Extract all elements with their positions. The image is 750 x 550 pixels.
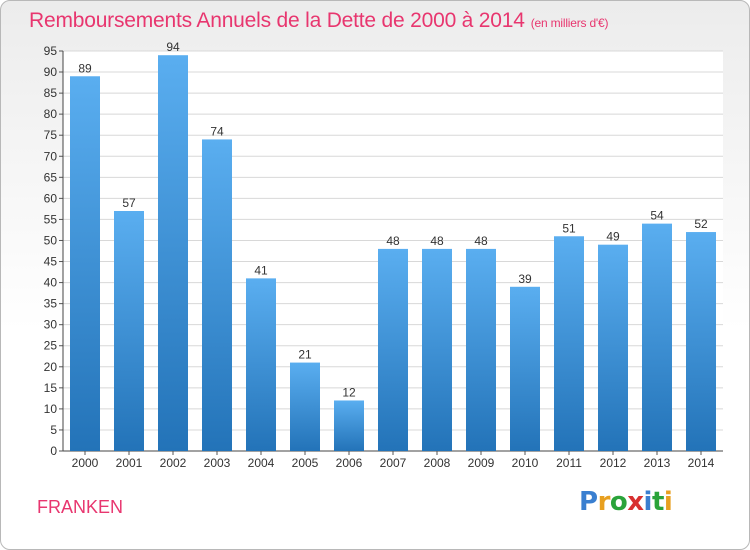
x-tick-label: 2006 <box>336 456 363 470</box>
bar <box>642 223 672 451</box>
x-tick-label: 2014 <box>688 456 715 470</box>
bar <box>378 248 408 451</box>
x-tick-label: 2010 <box>512 456 539 470</box>
bar <box>554 236 584 451</box>
y-tick-label: 10 <box>44 402 58 416</box>
y-tick-label: 70 <box>44 149 58 163</box>
data-label: 21 <box>298 348 312 362</box>
data-label: 57 <box>122 196 136 210</box>
data-label: 54 <box>650 209 664 223</box>
proxiti-logo: Proxiti <box>579 487 673 517</box>
y-tick-label: 35 <box>44 297 58 311</box>
data-label: 94 <box>166 40 180 54</box>
y-tick-label: 50 <box>44 233 58 247</box>
y-tick-label: 85 <box>44 86 58 100</box>
data-label: 41 <box>254 263 268 277</box>
bar <box>510 286 540 451</box>
logo-letter: t <box>651 487 664 517</box>
bar <box>114 211 144 451</box>
y-tick-label: 75 <box>44 128 58 142</box>
y-tick-label: 5 <box>50 423 57 437</box>
data-label: 39 <box>518 272 532 286</box>
logo-letter: x <box>627 487 644 517</box>
data-label: 49 <box>606 230 620 244</box>
data-label: 74 <box>210 124 224 138</box>
x-tick-label: 2011 <box>556 456 582 470</box>
x-tick-label: 2007 <box>380 456 407 470</box>
data-label: 89 <box>78 61 92 75</box>
y-tick-label: 25 <box>44 339 58 353</box>
y-tick-label: 45 <box>44 255 58 269</box>
y-tick-label: 20 <box>44 360 58 374</box>
logo-letter: i <box>663 487 673 517</box>
bar <box>466 248 496 451</box>
chart-title: Remboursements Annuels de la Dette de 20… <box>29 9 608 33</box>
x-tick-label: 2009 <box>468 456 495 470</box>
data-label: 51 <box>562 221 576 235</box>
x-tick-label: 2002 <box>160 456 187 470</box>
bar <box>158 55 188 452</box>
x-tick-label: 2013 <box>644 456 671 470</box>
y-tick-label: 40 <box>44 276 58 290</box>
data-label: 12 <box>342 385 356 399</box>
bar <box>598 244 628 451</box>
data-label: 48 <box>430 234 444 248</box>
x-tick-label: 2012 <box>600 456 627 470</box>
bar <box>334 400 364 451</box>
y-tick-label: 95 <box>44 44 58 58</box>
bar <box>202 139 232 451</box>
y-tick-label: 60 <box>44 191 58 205</box>
bar <box>686 232 716 451</box>
x-tick-label: 2004 <box>248 456 275 470</box>
data-label: 52 <box>694 217 708 231</box>
y-tick-label: 30 <box>44 318 58 332</box>
y-tick-label: 15 <box>44 381 58 395</box>
bar <box>290 362 320 451</box>
logo-letter: P <box>579 487 598 517</box>
logo-letter: i <box>643 487 653 517</box>
y-tick-label: 0 <box>50 444 57 458</box>
y-tick-label: 80 <box>44 107 58 121</box>
bar <box>246 278 276 451</box>
logo-letter: r <box>597 487 611 517</box>
logo-letter: o <box>609 487 628 517</box>
y-tick-label: 65 <box>44 170 58 184</box>
data-label: 48 <box>474 234 488 248</box>
y-tick-label: 55 <box>44 212 58 226</box>
x-tick-label: 2003 <box>204 456 231 470</box>
x-tick-label: 2000 <box>72 456 99 470</box>
y-tick-label: 90 <box>44 65 58 79</box>
data-label: 48 <box>386 234 400 248</box>
x-tick-label: 2008 <box>424 456 451 470</box>
bar <box>70 76 100 452</box>
bar <box>422 248 452 451</box>
x-tick-label: 2001 <box>116 456 143 470</box>
x-tick-label: 2005 <box>292 456 319 470</box>
chart-unit: (en milliers d'€) <box>530 16 609 30</box>
city-name: FRANKEN <box>37 497 124 517</box>
chart-title-text: Remboursements Annuels de la Dette de 20… <box>29 9 525 32</box>
